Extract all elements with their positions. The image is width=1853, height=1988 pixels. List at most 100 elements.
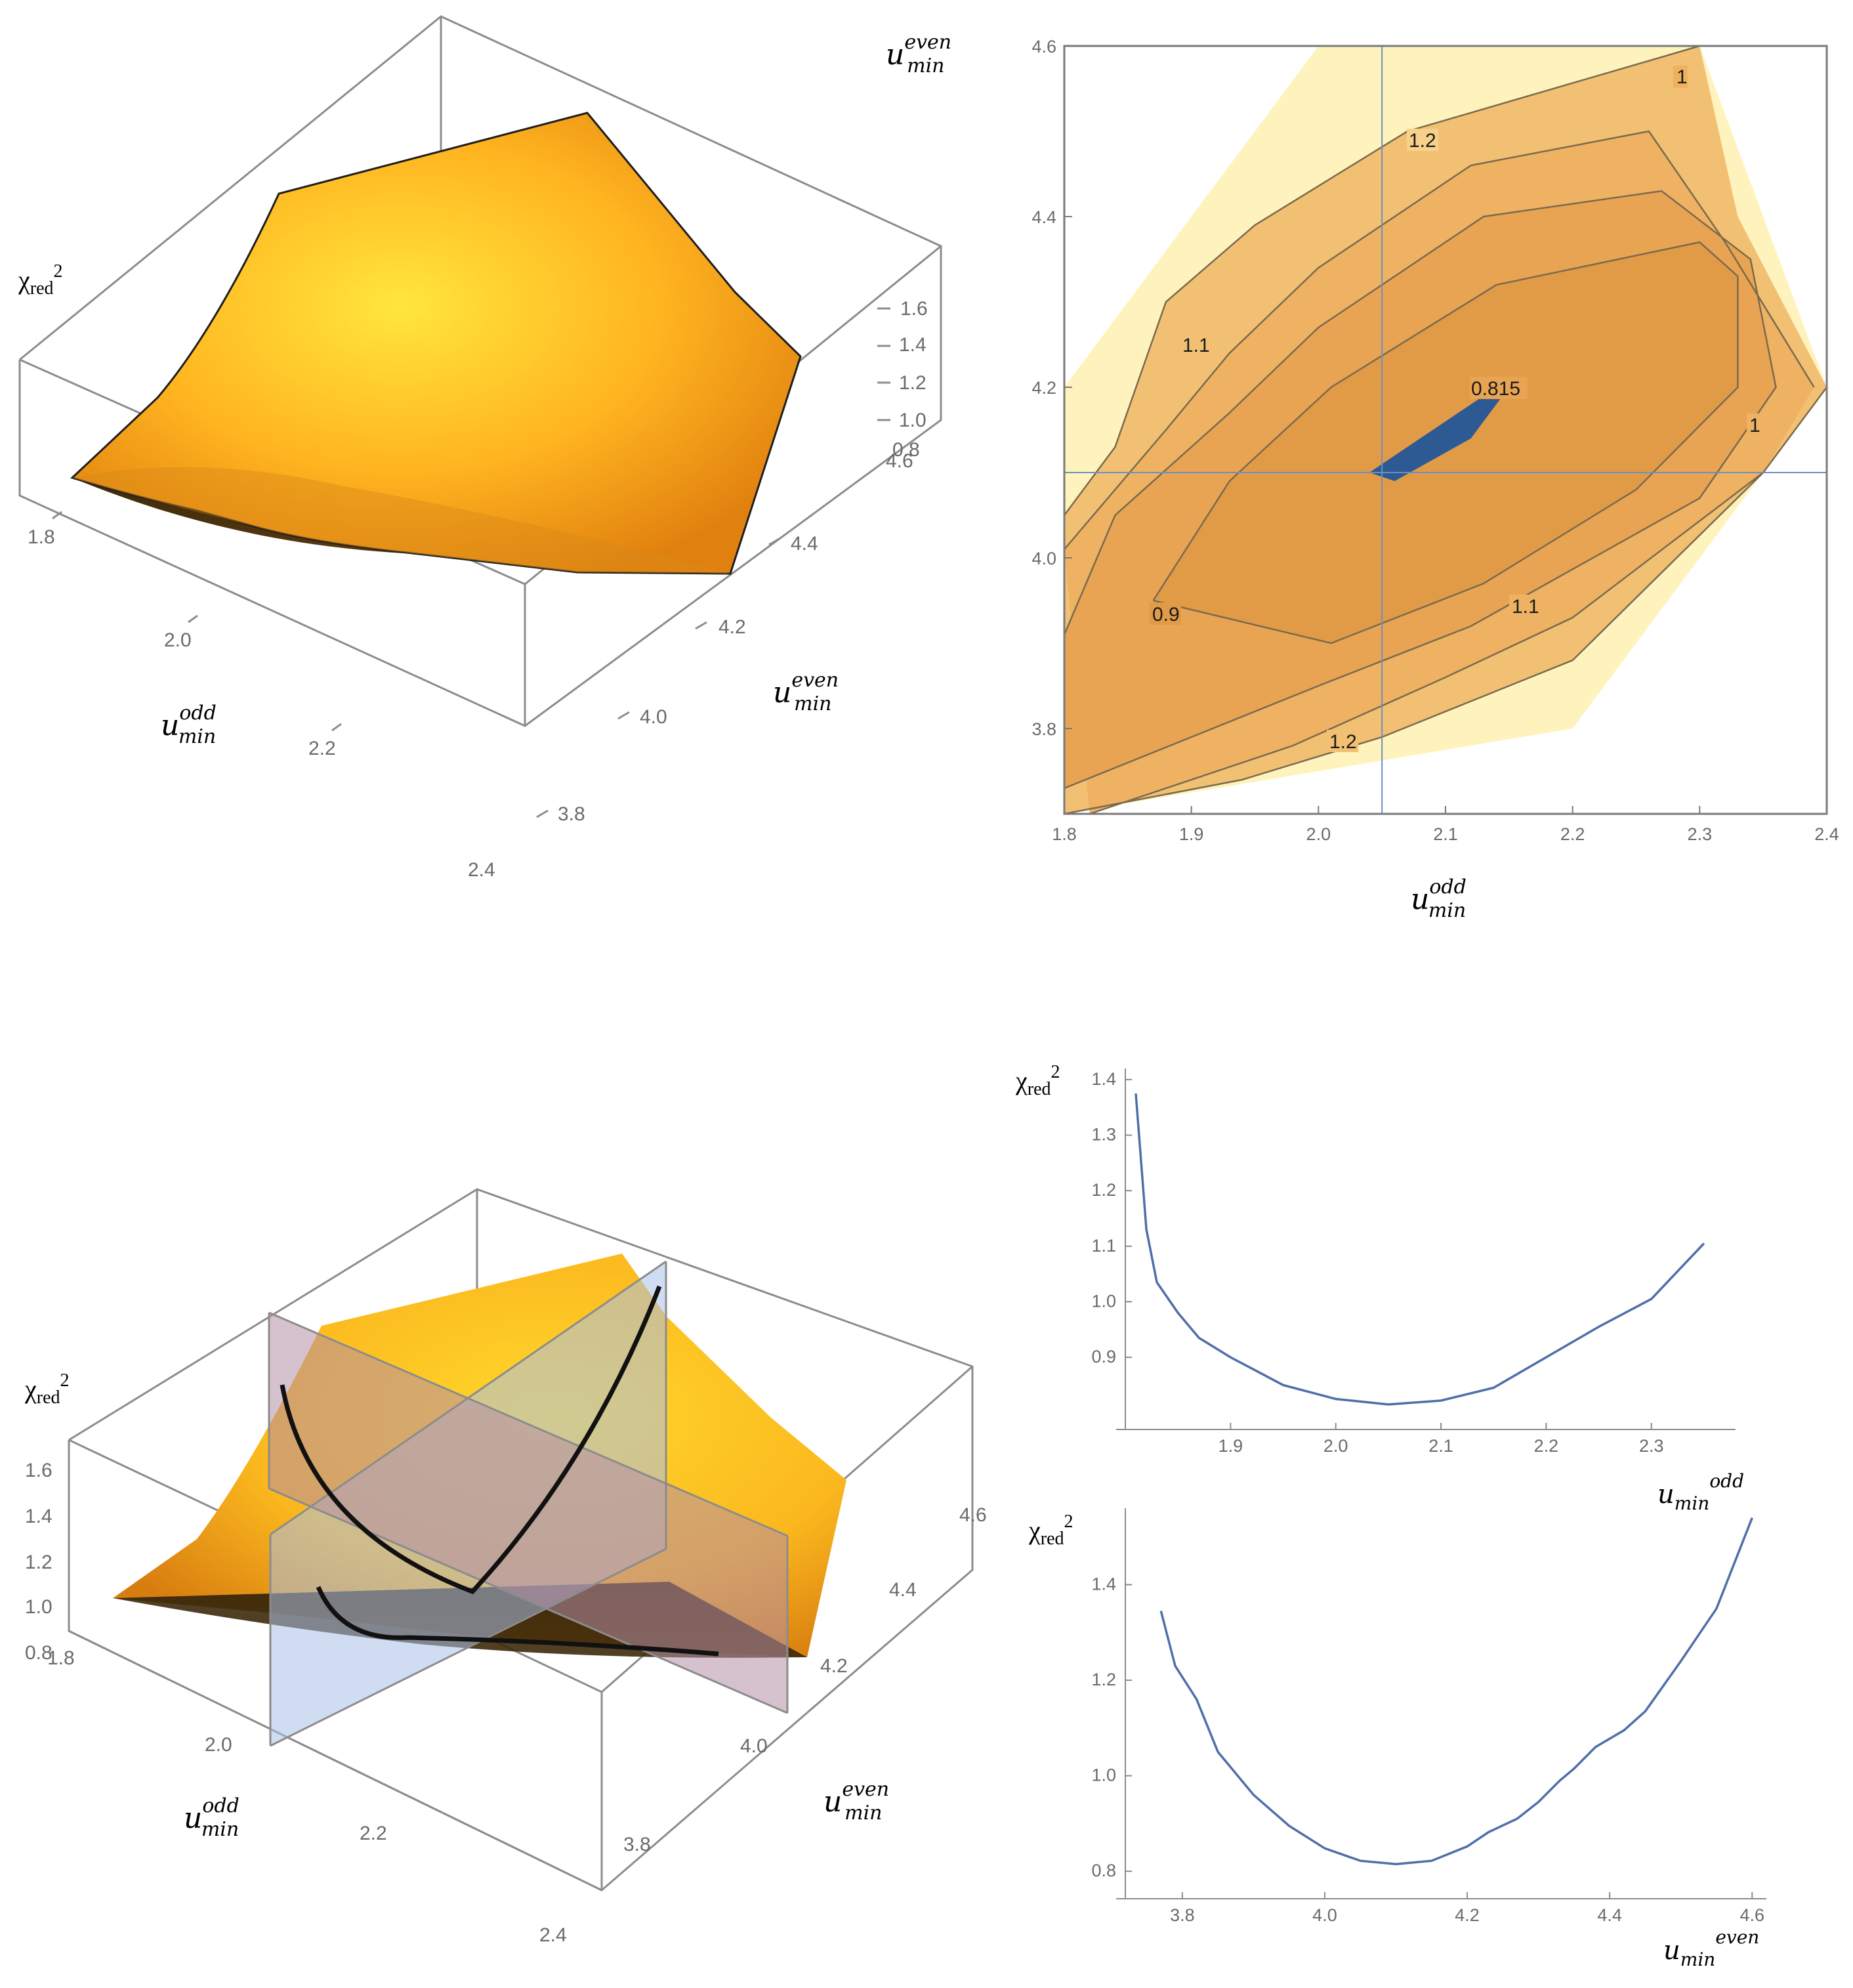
tick-label: 1.6 — [25, 1460, 52, 1481]
u-symbol: u — [1657, 1479, 1675, 1510]
tick-label: 0.8 — [25, 1642, 52, 1664]
tick-label: 4.2 — [820, 1655, 848, 1677]
tick-label: 3.8 — [1031, 719, 1056, 739]
tick-label: 1.2 — [899, 372, 926, 394]
bottom-left-zlabel: χred2 — [24, 1370, 70, 1408]
tick-label: 4.4 — [1597, 1905, 1622, 1925]
chi-symbol: χ — [1015, 1066, 1028, 1095]
tick-label: 1.9 — [1218, 1436, 1243, 1456]
u-symbol: u — [1411, 883, 1429, 916]
tick-label: 4.2 — [1455, 1905, 1480, 1925]
contour-xlabel: uodd min — [1411, 876, 1467, 922]
u-sup: odd — [202, 1794, 239, 1817]
tick-label: 2.1 — [1428, 1436, 1453, 1456]
tick-label: 4.4 — [791, 533, 818, 555]
tick-label: 4.0 — [1031, 549, 1056, 568]
tick-label: 4.2 — [718, 616, 746, 638]
tick-label: 0.8 — [1091, 1861, 1116, 1880]
u-symbol: u — [161, 709, 179, 742]
chi-sup: 2 — [60, 1370, 70, 1391]
chi-sub: red — [37, 1387, 60, 1408]
line-plot-even: 3.8 4.0 4.2 4.4 4.6 0.8 1.0 1.2 1.4 χred2 uminev… — [1028, 1508, 1766, 1970]
chi-sup: 2 — [1051, 1062, 1060, 1082]
u-symbol: u — [823, 1785, 842, 1819]
contour-label: 0.9 — [1152, 604, 1180, 625]
u-sup: even — [791, 669, 839, 692]
tick-label: 2.2 — [308, 738, 336, 759]
tick-label: 1.4 — [1091, 1069, 1116, 1089]
tick-label: 4.0 — [740, 1735, 768, 1757]
svg-text:χred2: χred2 — [1015, 1062, 1060, 1099]
tick-label: 1.8 — [47, 1647, 75, 1669]
tick-label: 4.4 — [889, 1579, 917, 1601]
tick-label: 4.6 — [959, 1504, 987, 1526]
slice-curve-even — [316, 1586, 719, 1657]
top-left-y-ticks: 3.8 4.0 4.2 4.4 4.6 — [536, 450, 913, 825]
tick-label: 1.6 — [900, 298, 928, 320]
chi-symbol: χ — [18, 265, 30, 295]
chi-sub: red — [1028, 1079, 1051, 1099]
tick-label: 2.4 — [539, 1924, 567, 1946]
tick-label: 3.8 — [623, 1834, 651, 1855]
bottom-left-y-ticks: 3.8 4.0 4.2 4.4 4.6 — [623, 1504, 987, 1855]
line-plot-odd-axes: 1.9 2.0 2.1 2.2 2.3 0.9 1.0 1.1 1.2 1.3 1.4 — [1091, 1068, 1736, 1456]
tick-label: 0.9 — [1091, 1347, 1116, 1366]
contour-label: 1 — [1749, 415, 1760, 436]
contour-plot: 1.8 1.9 2.0 2.1 2.2 2.3 2.4 3.8 4.0 4.2 4.4 4.6 1 … — [1031, 37, 1839, 922]
bottom-left-z-ticks: 1.6 1.4 1.2 1.0 0.8 — [25, 1460, 52, 1664]
contour-line — [1063, 45, 1700, 516]
tick-label: 1.8 — [1052, 824, 1077, 844]
contour-line — [1063, 190, 1777, 790]
tick-label: 2.4 — [468, 859, 495, 881]
contour-label: 1.2 — [1329, 731, 1357, 753]
u-sub: min — [794, 692, 831, 715]
tick-label: 1.0 — [1091, 1766, 1116, 1785]
chi-symbol: χ — [1028, 1515, 1041, 1545]
tick-label: 2.1 — [1433, 824, 1458, 844]
chi-sub: red — [1041, 1529, 1064, 1549]
u-sub: min — [844, 1802, 882, 1825]
tick-label: 4.0 — [640, 706, 667, 728]
contour-line — [1152, 241, 1739, 645]
tick-label: 4.2 — [1031, 378, 1056, 398]
u-sup: even — [1715, 1926, 1759, 1948]
svg-text:χred2: χred2 — [1028, 1512, 1073, 1549]
u-symbol: u — [773, 676, 791, 709]
bottom-left-ylabel: ueven min — [823, 1778, 889, 1825]
tick-label: 2.4 — [1814, 824, 1839, 844]
contour-x-ticks: 1.8 1.9 2.0 2.1 2.2 2.3 2.4 — [1052, 806, 1839, 844]
series-line — [1135, 1093, 1705, 1406]
u-symbol: u — [184, 1802, 202, 1835]
chi-symbol: χ — [24, 1374, 37, 1404]
tick-label: 4.6 — [886, 450, 913, 472]
svg-text:χred2: χred2 — [24, 1370, 70, 1408]
tick-label: 1.9 — [1179, 824, 1204, 844]
tick-label: 1.2 — [25, 1552, 52, 1573]
surface-plot-top: 1.8 2.0 2.2 2.4 3.8 4.0 4.2 4.4 4.6 0.8 … — [18, 15, 951, 881]
u-sub: min — [1428, 899, 1466, 922]
tick-label: 1.0 — [1091, 1291, 1116, 1311]
tick-label: 4.6 — [1031, 37, 1056, 56]
tick-label: 1.4 — [1091, 1574, 1116, 1594]
contour-label: 1.2 — [1409, 130, 1436, 152]
u-sup: odd — [1709, 1470, 1744, 1492]
bottom-left-xlabel: uodd min — [184, 1794, 239, 1841]
line-plot-odd-ylabel: χred2 — [1015, 1062, 1060, 1099]
u-sub: min — [201, 1818, 239, 1841]
contour-lines — [1063, 45, 1828, 815]
u-sup: even — [842, 1778, 889, 1801]
u-symbol: u — [886, 38, 904, 72]
u-symbol: u — [1663, 1935, 1680, 1966]
tick-label: 2.0 — [164, 629, 192, 651]
svg-text:χred2: χred2 — [18, 261, 63, 299]
slice-curve-odd — [280, 1285, 662, 1595]
u-sup: odd — [1429, 876, 1466, 899]
tick-label: 1.2 — [1091, 1670, 1116, 1689]
bottom-left-x-ticks: 1.8 2.0 2.2 2.4 — [47, 1647, 567, 1946]
svg-text:umineven: umineven — [1663, 1926, 1759, 1970]
